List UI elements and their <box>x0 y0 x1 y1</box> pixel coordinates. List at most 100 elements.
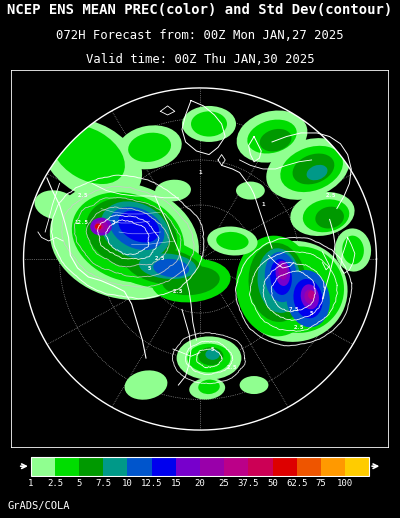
Ellipse shape <box>187 343 231 372</box>
Ellipse shape <box>34 190 77 220</box>
Text: 7.5: 7.5 <box>288 307 299 312</box>
Polygon shape <box>24 88 376 430</box>
Ellipse shape <box>280 146 343 192</box>
Ellipse shape <box>124 370 168 400</box>
Text: 12.5: 12.5 <box>74 221 88 225</box>
Ellipse shape <box>162 266 220 295</box>
Ellipse shape <box>176 336 242 380</box>
Text: 50: 50 <box>267 479 278 488</box>
Ellipse shape <box>152 259 230 303</box>
Ellipse shape <box>118 125 182 169</box>
Ellipse shape <box>294 279 323 318</box>
Ellipse shape <box>265 252 297 302</box>
Ellipse shape <box>270 259 292 295</box>
Ellipse shape <box>304 290 315 304</box>
Text: Valid time: 00Z Thu JAN,30 2025: Valid time: 00Z Thu JAN,30 2025 <box>86 53 314 66</box>
Ellipse shape <box>303 199 349 232</box>
Text: 5: 5 <box>211 347 214 352</box>
Text: 10: 10 <box>122 479 133 488</box>
Text: 100: 100 <box>337 479 353 488</box>
Ellipse shape <box>90 218 112 236</box>
Ellipse shape <box>247 120 297 153</box>
Bar <box>345 457 369 476</box>
Text: 5: 5 <box>76 479 82 488</box>
Ellipse shape <box>72 192 184 282</box>
Ellipse shape <box>100 202 170 259</box>
Text: 1: 1 <box>198 170 202 175</box>
Text: 7.5: 7.5 <box>95 479 111 488</box>
Ellipse shape <box>198 347 224 365</box>
Ellipse shape <box>198 380 220 394</box>
Ellipse shape <box>254 247 344 333</box>
Ellipse shape <box>102 236 208 289</box>
Ellipse shape <box>330 131 358 153</box>
Ellipse shape <box>240 376 268 394</box>
Bar <box>272 457 297 476</box>
Bar <box>79 457 103 476</box>
Text: 5: 5 <box>148 266 151 270</box>
Ellipse shape <box>260 129 292 151</box>
Bar <box>200 457 224 476</box>
Text: 2.5: 2.5 <box>294 325 304 330</box>
Ellipse shape <box>266 138 350 200</box>
Ellipse shape <box>315 207 344 228</box>
Ellipse shape <box>94 220 108 233</box>
Bar <box>128 457 152 476</box>
Text: 12.5: 12.5 <box>141 479 162 488</box>
Ellipse shape <box>153 259 189 277</box>
Ellipse shape <box>236 182 265 199</box>
Ellipse shape <box>292 153 334 184</box>
Ellipse shape <box>95 223 104 231</box>
Ellipse shape <box>308 291 315 299</box>
Text: 75: 75 <box>316 479 326 488</box>
Text: 1: 1 <box>28 479 34 488</box>
Ellipse shape <box>155 180 191 202</box>
Text: NCEP ENS MEAN PREC(color) and Std Dev(contour): NCEP ENS MEAN PREC(color) and Std Dev(co… <box>7 3 393 17</box>
Ellipse shape <box>306 165 328 180</box>
Text: 62.5: 62.5 <box>286 479 308 488</box>
Text: 2.5: 2.5 <box>173 289 184 294</box>
Text: 1: 1 <box>261 203 265 208</box>
Ellipse shape <box>276 261 290 286</box>
Text: 2.5: 2.5 <box>47 479 63 488</box>
Text: 37.5: 37.5 <box>238 479 259 488</box>
Ellipse shape <box>216 232 248 250</box>
Ellipse shape <box>237 110 308 163</box>
Bar <box>55 457 79 476</box>
Text: 25: 25 <box>219 479 230 488</box>
Ellipse shape <box>139 253 196 279</box>
Ellipse shape <box>286 270 330 327</box>
Ellipse shape <box>240 241 348 342</box>
Bar <box>103 457 128 476</box>
Ellipse shape <box>301 284 319 309</box>
Text: 2.5: 2.5 <box>227 365 238 369</box>
Ellipse shape <box>128 133 171 162</box>
Ellipse shape <box>189 378 225 399</box>
Text: 072H Forecast from: 00Z Mon JAN,27 2025: 072H Forecast from: 00Z Mon JAN,27 2025 <box>56 29 344 42</box>
Ellipse shape <box>335 228 371 271</box>
Ellipse shape <box>95 224 102 229</box>
Ellipse shape <box>206 349 220 360</box>
Bar <box>31 457 55 476</box>
Text: GrADS/COLA: GrADS/COLA <box>8 501 70 511</box>
Ellipse shape <box>50 182 199 300</box>
Bar <box>224 457 248 476</box>
Ellipse shape <box>191 111 227 137</box>
Text: 2.5: 2.5 <box>155 256 166 262</box>
Ellipse shape <box>42 119 142 201</box>
Text: 2.5: 2.5 <box>78 194 88 198</box>
Ellipse shape <box>125 247 203 285</box>
Bar <box>248 457 272 476</box>
Ellipse shape <box>207 226 258 255</box>
Text: 5: 5 <box>310 310 313 315</box>
Text: 2.5: 2.5 <box>326 194 337 198</box>
Bar <box>176 457 200 476</box>
Ellipse shape <box>86 198 177 270</box>
Ellipse shape <box>342 236 364 264</box>
Text: 20: 20 <box>195 479 205 488</box>
Ellipse shape <box>57 189 192 293</box>
Ellipse shape <box>248 243 306 322</box>
Ellipse shape <box>236 236 315 336</box>
Ellipse shape <box>118 211 159 242</box>
Ellipse shape <box>258 248 301 313</box>
